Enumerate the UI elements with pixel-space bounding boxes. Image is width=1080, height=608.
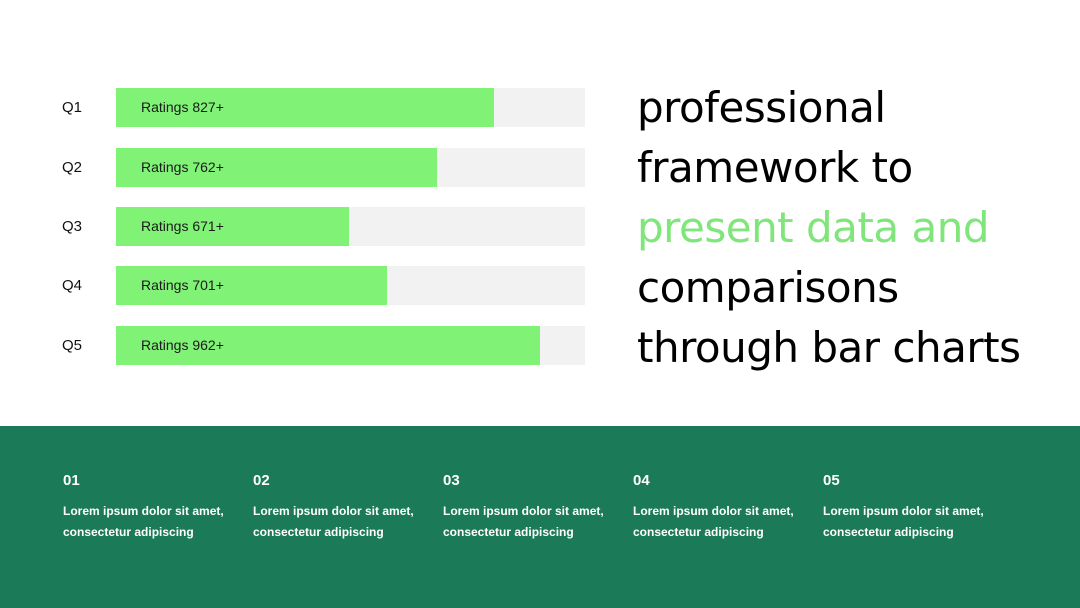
headline-highlight: present data and — [637, 203, 989, 252]
bar-row-q5: Q5 Ratings 962+ — [0, 326, 620, 365]
category-label: Q2 — [62, 159, 83, 176]
footer-number: 01 — [63, 472, 80, 489]
footer-text: Lorem ipsum dolor sit amet, consectetur … — [63, 504, 224, 539]
data-label: Ratings 827+ — [141, 99, 224, 115]
headline-line: through bar charts — [637, 323, 1021, 372]
data-label: Ratings 701+ — [141, 277, 224, 293]
bar-track: Ratings 701+ — [116, 266, 585, 305]
bar-track: Ratings 671+ — [116, 207, 585, 246]
data-label: Ratings 762+ — [141, 159, 224, 175]
headline-line: framework to — [637, 143, 913, 192]
footer-text: Lorem ipsum dolor sit amet, consectetur … — [443, 504, 604, 539]
bar — [116, 148, 437, 187]
bar-row-q1: Q1 Ratings 827+ — [0, 88, 620, 127]
bar-row-q4: Q4 Ratings 701+ — [0, 266, 620, 305]
footer-text: Lorem ipsum dolor sit amet, consectetur … — [823, 504, 984, 539]
footer-item-04: 04 Lorem ipsum dolor sit amet, consectet… — [633, 471, 813, 543]
bar — [116, 266, 388, 305]
footer-item-03: 03 Lorem ipsum dolor sit amet, consectet… — [443, 471, 623, 543]
headline-line: professional — [637, 83, 886, 132]
footer-number: 05 — [823, 472, 840, 489]
headline-line: comparisons — [637, 263, 899, 312]
category-label: Q5 — [62, 337, 83, 354]
bar-track: Ratings 827+ — [116, 88, 585, 127]
category-label: Q4 — [62, 277, 83, 294]
category-label: Q1 — [62, 99, 83, 116]
footer-number: 02 — [253, 472, 270, 489]
bar — [116, 207, 350, 246]
footer-text: Lorem ipsum dolor sit amet, consectetur … — [253, 504, 414, 539]
bar-track: Ratings 762+ — [116, 148, 585, 187]
footer-text: Lorem ipsum dolor sit amet, consectetur … — [633, 504, 794, 539]
bar — [116, 326, 540, 365]
bar-chart: Q1 Ratings 827+ Q2 Ratings 762+ Q3 Ratin… — [0, 0, 620, 420]
headline: professional framework to present data a… — [637, 78, 1067, 378]
footer-number: 04 — [633, 472, 650, 489]
bar-row-q2: Q2 Ratings 762+ — [0, 148, 620, 187]
footer-band: 01 Lorem ipsum dolor sit amet, consectet… — [0, 426, 1080, 608]
footer-item-05: 05 Lorem ipsum dolor sit amet, consectet… — [823, 471, 1003, 543]
bar — [116, 88, 494, 127]
footer-number: 03 — [443, 472, 460, 489]
data-label: Ratings 962+ — [141, 337, 224, 353]
footer-item-01: 01 Lorem ipsum dolor sit amet, consectet… — [63, 471, 243, 543]
data-label: Ratings 671+ — [141, 218, 224, 234]
footer-item-02: 02 Lorem ipsum dolor sit amet, consectet… — [253, 471, 433, 543]
bar-track: Ratings 962+ — [116, 326, 585, 365]
bar-row-q3: Q3 Ratings 671+ — [0, 207, 620, 246]
category-label: Q3 — [62, 218, 83, 235]
